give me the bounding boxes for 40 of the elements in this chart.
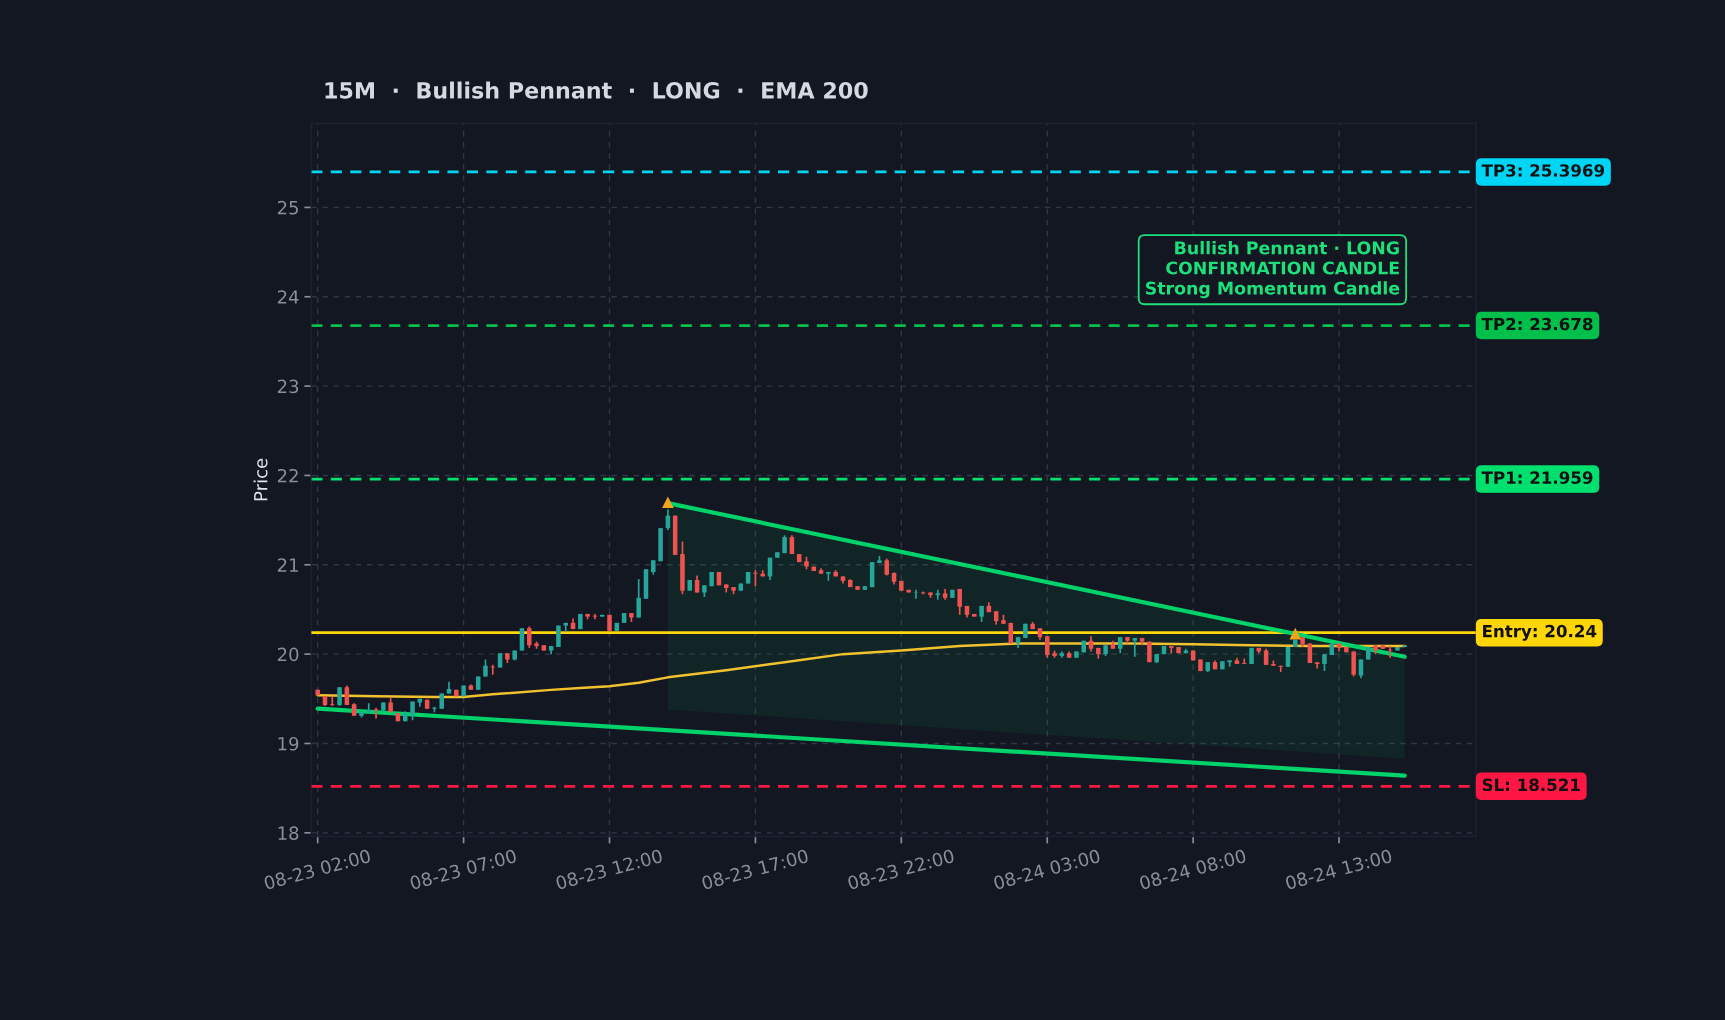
y-tick-label: 21 — [277, 558, 298, 572]
candlestick — [1351, 650, 1356, 678]
candlestick — [1044, 635, 1050, 659]
candlestick — [935, 588, 941, 601]
chart-title: 15M · Bullish Pennant · LONG · EMA 200 — [325, 81, 868, 99]
candlestick — [366, 702, 372, 714]
y-axis-title: Price — [253, 458, 268, 501]
candlestick — [957, 588, 962, 616]
x-tick-label: 08-23 02:00 — [263, 848, 372, 890]
y-tick-label: 23 — [277, 379, 299, 394]
y-tick-label: 22 — [277, 468, 298, 483]
candlestick — [1358, 658, 1364, 680]
candlestick — [1387, 645, 1393, 659]
x-tick-label: 08-23 12:00 — [555, 848, 663, 890]
y-tick-label: 18 — [278, 826, 299, 840]
candlestick — [1278, 664, 1283, 673]
x-tick-label: 08-23 07:00 — [409, 848, 518, 890]
candlestick — [337, 686, 342, 707]
ref-line-label: TP3: 25.3969 — [1481, 164, 1605, 177]
y-tick-label: 24 — [277, 290, 299, 304]
candlestick — [527, 625, 532, 649]
candlestick — [636, 578, 641, 619]
y-tick-label: 20 — [277, 647, 299, 662]
annotation: Bullish Pennant · LONG CONFIRMATION CANDLE Strong Momentum Candle — [1145, 241, 1400, 299]
x-tick-label: 08-24 03:00 — [992, 848, 1101, 890]
x-tick-label: 08-23 17:00 — [701, 848, 809, 890]
candlestick — [1132, 637, 1138, 658]
candlestick — [490, 664, 496, 676]
ref-line-label: SL: 18.521 — [1482, 778, 1580, 792]
x-tick-label: 08-23 22:00 — [847, 848, 955, 890]
candlestick — [410, 700, 415, 722]
y-tick-label: 25 — [277, 200, 298, 215]
ref-line-label: Entry: 20.24 — [1483, 624, 1597, 641]
candlestick — [330, 696, 335, 707]
ref-line-label: TP2: 23.678 — [1481, 317, 1593, 331]
ref-line-label: TP1: 21.959 — [1481, 471, 1593, 484]
x-tick-label: 08-24 08:00 — [1138, 848, 1247, 890]
candlestick — [519, 627, 525, 652]
x-tick-label: 08-24 13:00 — [1284, 848, 1393, 890]
y-tick-label: 19 — [278, 736, 299, 751]
